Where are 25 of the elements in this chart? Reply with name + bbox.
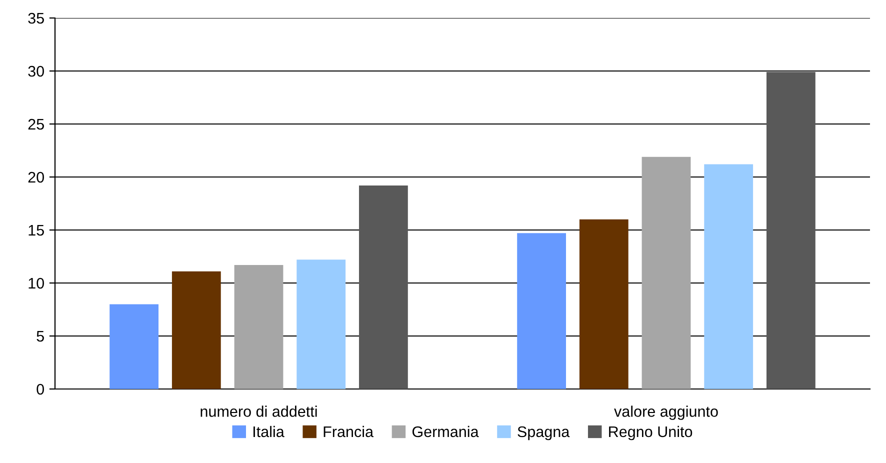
bar bbox=[642, 156, 691, 389]
bar bbox=[766, 72, 816, 389]
bar bbox=[172, 271, 221, 389]
bar bbox=[517, 233, 566, 389]
bar bbox=[579, 219, 628, 389]
legend-label: Spagna bbox=[518, 426, 570, 440]
legend-label: Italia bbox=[254, 426, 284, 438]
y-tick-label: 0 bbox=[36, 384, 44, 395]
y-tick-label: 35 bbox=[28, 12, 44, 24]
legend-label: Germania bbox=[412, 426, 479, 438]
y-tick-label: 5 bbox=[36, 331, 44, 342]
legend-label: Regno Unito bbox=[609, 426, 692, 440]
bar bbox=[234, 264, 284, 389]
y-tick-label: 15 bbox=[28, 225, 44, 236]
bar bbox=[296, 260, 346, 389]
bar bbox=[358, 185, 408, 389]
y-tick-label: 30 bbox=[28, 66, 44, 77]
bar bbox=[704, 164, 754, 389]
y-tick-label: 25 bbox=[28, 118, 44, 130]
x-tick-label: numero di addetti bbox=[200, 406, 317, 417]
legend-label: Francia bbox=[324, 426, 374, 438]
x-tick-label: valore aggiunto bbox=[614, 406, 718, 420]
y-tick-label: 20 bbox=[28, 172, 44, 183]
y-tick-label: 10 bbox=[28, 278, 44, 289]
bar bbox=[110, 304, 159, 389]
